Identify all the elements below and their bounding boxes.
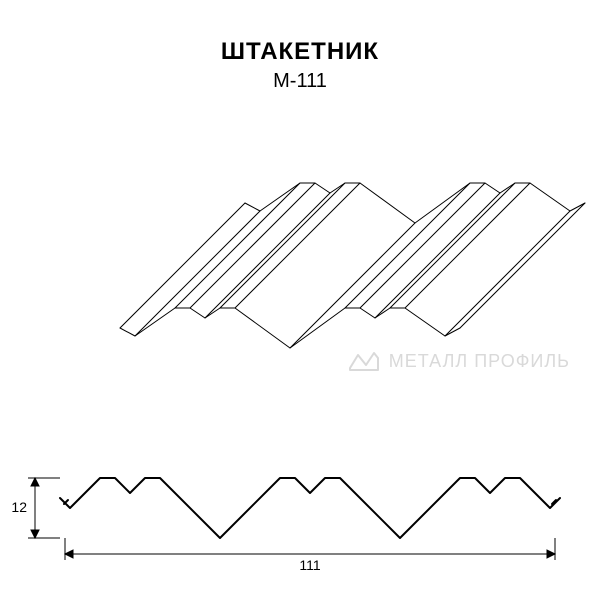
page-subtitle: М-111: [0, 70, 600, 93]
page-title: ШТАКЕТНИК: [0, 38, 600, 66]
brand-watermark: МЕТАЛЛ ПРОФИЛЬ: [347, 348, 570, 374]
brand-watermark-text: МЕТАЛЛ ПРОФИЛЬ: [389, 351, 570, 372]
cross-section-drawing: 12 111: [0, 438, 600, 578]
width-dimension-label: 111: [299, 557, 320, 573]
height-dimension-label: 12: [11, 499, 27, 515]
isometric-view: [0, 158, 600, 378]
brand-logo-icon: [347, 348, 381, 374]
